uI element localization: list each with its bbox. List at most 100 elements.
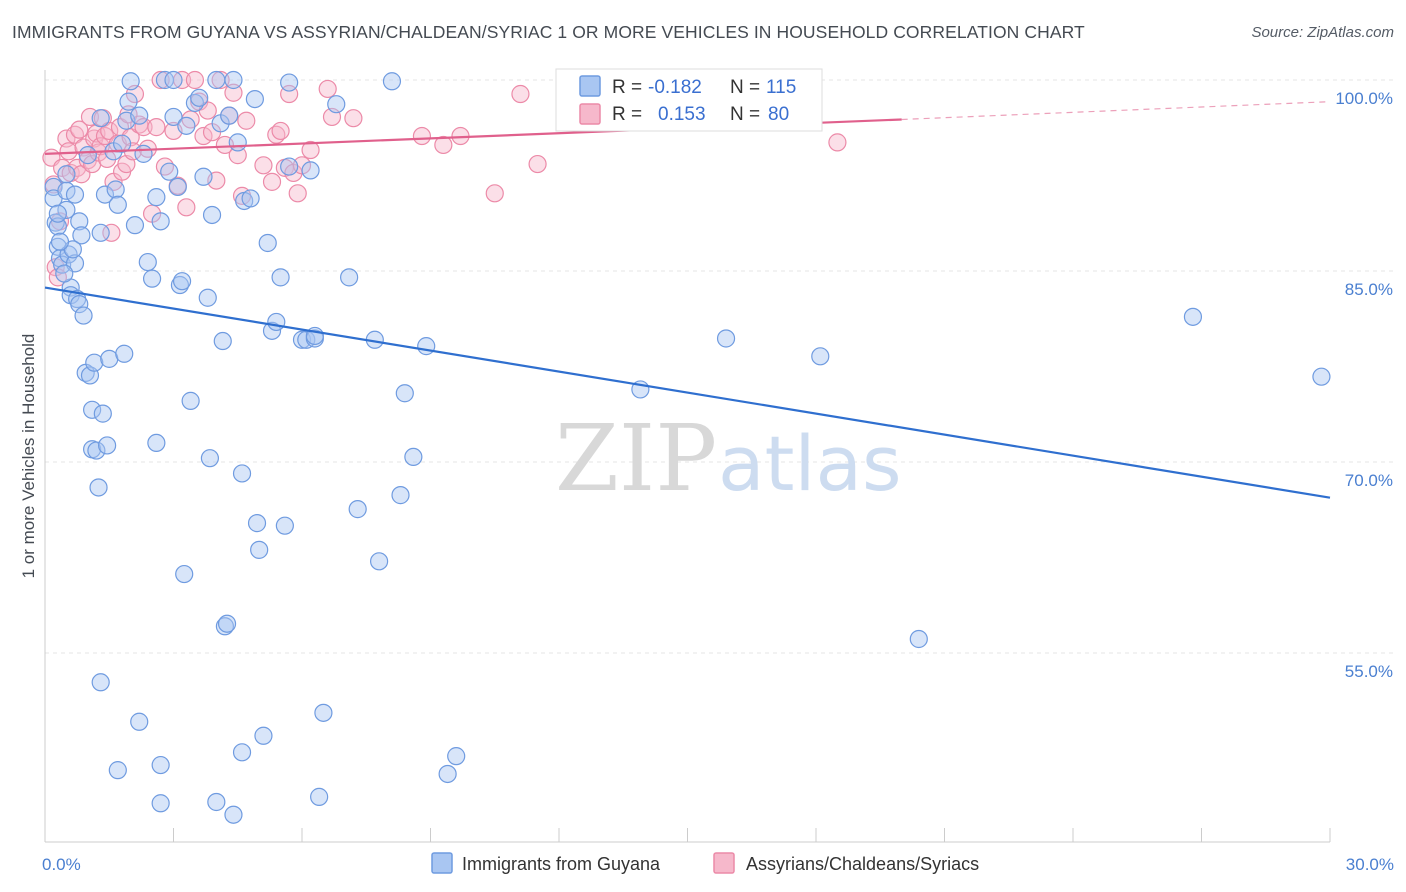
point-blue-123 [48, 204, 67, 223]
legend-swatch-blue [579, 75, 601, 97]
point-blue-42 [130, 106, 149, 125]
point-pink-69 [301, 140, 320, 160]
point-blue-113 [151, 755, 170, 775]
point-pink-77 [511, 84, 530, 104]
bottom-legend-label-pink: Assyrians/Chaldeans/Syriacs [746, 854, 979, 874]
point-blue-106 [716, 329, 736, 348]
legend-n-label-pink: N = [730, 104, 760, 125]
point-blue-24 [85, 353, 104, 372]
point-pink-39 [147, 118, 166, 137]
point-blue-100 [395, 384, 414, 403]
point-blue-97 [370, 552, 389, 571]
legend-r-label-blue: R = [612, 77, 642, 98]
point-blue-119 [151, 794, 170, 813]
point-blue-114 [207, 792, 226, 812]
point-blue-16 [70, 295, 89, 314]
point-blue-111 [108, 761, 127, 780]
point-blue-63 [200, 449, 220, 468]
point-pink-45 [177, 198, 196, 217]
point-pink-24 [100, 121, 119, 141]
point-blue-52 [164, 70, 183, 90]
point-blue-112 [130, 712, 149, 731]
legend-n-value-pink: 80 [768, 104, 789, 125]
point-blue-28 [91, 109, 110, 128]
point-blue-53 [168, 177, 187, 197]
point-blue-95 [348, 500, 367, 519]
trend-line-pink-dashed [901, 101, 1331, 121]
y-tick-labels: 100.0% 85.0% 70.0% 55.0% [1335, 89, 1393, 681]
legend-n-label-blue: N = [730, 77, 760, 98]
legend-box: R = -0.182 N = 115 R = 0.153 N = 80 [555, 68, 823, 132]
point-blue-31 [98, 436, 117, 455]
point-blue-45 [142, 269, 162, 288]
point-blue-115 [232, 743, 252, 762]
point-blue-103 [438, 764, 457, 784]
point-pink-67 [288, 184, 307, 203]
point-blue-82 [267, 312, 286, 332]
point-blue-34 [106, 180, 125, 199]
point-blue-68 [215, 617, 234, 636]
point-blue-8 [57, 200, 76, 219]
point-blue-58 [181, 391, 200, 410]
point-blue-3 [48, 217, 67, 236]
point-blue-78 [250, 540, 269, 559]
point-blue-75 [241, 189, 260, 208]
point-blue-61 [194, 167, 213, 186]
point-blue-117 [91, 673, 110, 692]
point-blue-70 [220, 106, 239, 125]
point-pink-60 [254, 156, 273, 175]
point-blue-67 [213, 331, 232, 351]
point-pink-79 [828, 133, 847, 152]
trend-line-blue [44, 286, 1331, 499]
point-blue-118 [224, 805, 243, 824]
legend-n-value-blue: 115 [766, 77, 796, 98]
legend-r-value-blue: -0.182 [648, 77, 702, 98]
point-blue-60 [190, 88, 209, 107]
point-blue-44 [138, 252, 157, 272]
point-pink-49 [194, 126, 213, 146]
point-blue-62 [198, 288, 217, 307]
point-blue-64 [202, 205, 222, 225]
point-pink-59 [237, 111, 256, 130]
legend-r-label-pink: R = [612, 104, 642, 125]
series-blue-points [44, 70, 1331, 824]
y-tick-label-3: 55.0% [1345, 662, 1393, 681]
point-blue-77 [247, 514, 267, 533]
point-blue-92 [314, 703, 333, 722]
point-blue-104 [447, 747, 466, 766]
point-blue-109 [1183, 307, 1203, 326]
point-pink-78 [528, 154, 547, 174]
point-blue-37 [115, 344, 134, 363]
point-blue-101 [404, 447, 423, 467]
point-pink-72 [344, 109, 363, 128]
point-pink-7 [59, 142, 78, 161]
point-pink-68 [292, 156, 312, 175]
point-blue-39 [119, 92, 138, 111]
point-blue-108 [909, 629, 928, 649]
x-tick-label-1: 30.0% [1346, 855, 1394, 874]
point-blue-40 [121, 72, 140, 91]
point-blue-56 [175, 564, 194, 584]
point-blue-81 [262, 321, 282, 340]
point-pink-56 [224, 83, 243, 102]
point-blue-120 [55, 264, 74, 283]
x-tick-labels: 0.0% 30.0% [42, 855, 1394, 874]
point-pink-76 [485, 184, 504, 203]
point-pink-40 [151, 70, 170, 90]
point-blue-71 [224, 70, 243, 90]
point-blue-79 [254, 726, 273, 745]
legend-r-value-pink: 0.153 [658, 104, 706, 125]
watermark: ZIP atlas [555, 405, 902, 512]
chart-title: IMMIGRANTS FROM GUYANA VS ASSYRIAN/CHALD… [12, 22, 1085, 42]
point-pink-25 [102, 223, 121, 242]
point-pink-11 [70, 120, 89, 139]
y-tick-label-1: 85.0% [1345, 280, 1393, 299]
y-axis-label: 1 or more Vehicles in Household [19, 334, 38, 579]
point-blue-20 [78, 146, 97, 165]
legend-swatch-pink [579, 103, 601, 125]
y-tick-label-2: 70.0% [1345, 471, 1393, 490]
point-blue-86 [280, 157, 299, 176]
point-blue-27 [91, 223, 110, 242]
point-blue-122 [57, 165, 76, 184]
